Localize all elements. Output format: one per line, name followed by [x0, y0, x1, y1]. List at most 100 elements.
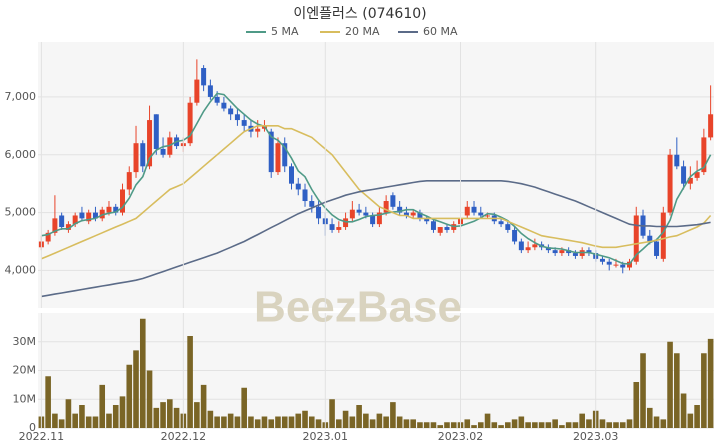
volume-bar [396, 416, 403, 428]
y-tick-label: 4,000 [5, 263, 37, 276]
volume-bar [58, 419, 65, 428]
candle-body [255, 128, 261, 132]
candle-body [681, 166, 687, 184]
volume-bar [302, 410, 308, 428]
volume-bar [484, 413, 491, 428]
volume-bar [119, 396, 126, 428]
volume-bar [410, 419, 416, 428]
candle-body [383, 201, 389, 213]
x-tick-label: 2023.03 [573, 430, 619, 443]
volume-bar [707, 338, 714, 428]
candle-body [464, 206, 470, 216]
candle-body [79, 212, 85, 219]
watermark: BeezBase [254, 283, 462, 332]
volume-bar [153, 407, 160, 428]
volume-bar [572, 422, 579, 428]
y-tick-label: 0 [29, 421, 36, 434]
candle-body [241, 120, 247, 126]
volume-bar [538, 422, 545, 428]
volume-bar [532, 422, 538, 428]
candle-body [687, 177, 693, 184]
candle-body [376, 212, 382, 225]
volume-bar [275, 416, 281, 428]
candle-body [329, 224, 335, 230]
volume-bar [126, 364, 133, 428]
volume-bar [646, 407, 653, 428]
candle-body [194, 79, 200, 103]
candle-body [599, 258, 605, 262]
candle-body [282, 143, 288, 167]
volume-bar [505, 422, 511, 428]
candle-body [316, 206, 322, 219]
volume-bar [207, 410, 214, 428]
candle-body [424, 218, 430, 222]
candle-body [133, 143, 139, 173]
candle-body [606, 261, 612, 265]
candle-body [471, 206, 477, 213]
volume-bar [687, 413, 694, 428]
volume-bar [390, 402, 396, 428]
candle-body [207, 85, 213, 97]
volume-bar [511, 419, 518, 428]
y-tick-label: 6,000 [5, 148, 37, 161]
candle-body [518, 241, 524, 251]
candle-body [390, 195, 396, 207]
volume-bar [471, 425, 477, 428]
volume-bar [694, 405, 700, 428]
volume-bar [477, 422, 484, 428]
candle-body [566, 250, 572, 254]
candle-body [417, 212, 423, 219]
candle-body [647, 235, 653, 242]
volume-bar [160, 402, 166, 428]
ma-line [41, 92, 712, 265]
volume-bar [308, 416, 315, 428]
candle-body [201, 68, 207, 86]
volume-bar [254, 419, 261, 428]
volume-bar [653, 416, 660, 428]
volume-bar [363, 413, 369, 428]
candle-body [485, 215, 491, 217]
candle-body [512, 229, 518, 242]
volume-bar [559, 425, 565, 428]
volume-bar [139, 318, 146, 428]
volume-bar [633, 382, 640, 428]
volume-bar [423, 422, 430, 428]
volume-bar [356, 405, 362, 428]
volume-bar [586, 419, 592, 428]
volume-bar [281, 416, 288, 428]
volume-bar [680, 393, 687, 428]
candle-body [153, 114, 159, 149]
volume-bar [234, 416, 241, 428]
y-tick-label: 30M [13, 335, 37, 348]
candle-body [701, 137, 707, 173]
candle-body [654, 241, 660, 256]
volume-bar [214, 416, 220, 428]
candle-body [228, 108, 234, 115]
candle-body [708, 114, 714, 138]
volume-bar [167, 399, 173, 428]
candle-body [410, 212, 416, 216]
volume-bar [92, 416, 99, 428]
volume-bar [599, 419, 606, 428]
candle-body [302, 189, 308, 202]
candle-body [478, 212, 484, 216]
volume-bar [261, 416, 268, 428]
candle-body [140, 143, 146, 167]
candle-body [45, 232, 51, 242]
candle-body [113, 206, 119, 213]
candle-body [295, 183, 301, 190]
candle-body [552, 250, 558, 254]
volume-bar [79, 405, 85, 428]
volume-bar [72, 413, 78, 428]
candle-body [545, 247, 551, 251]
candle-body [356, 209, 362, 213]
volume-bar [187, 336, 193, 428]
candle-body [559, 250, 565, 254]
candle-body [430, 221, 436, 230]
candle-body [343, 218, 349, 228]
volume-bar [349, 416, 356, 428]
volume-bar [248, 416, 254, 428]
candle-body [289, 166, 294, 184]
volume-bar [52, 413, 58, 428]
x-tick-label: 2022.12 [161, 430, 207, 443]
